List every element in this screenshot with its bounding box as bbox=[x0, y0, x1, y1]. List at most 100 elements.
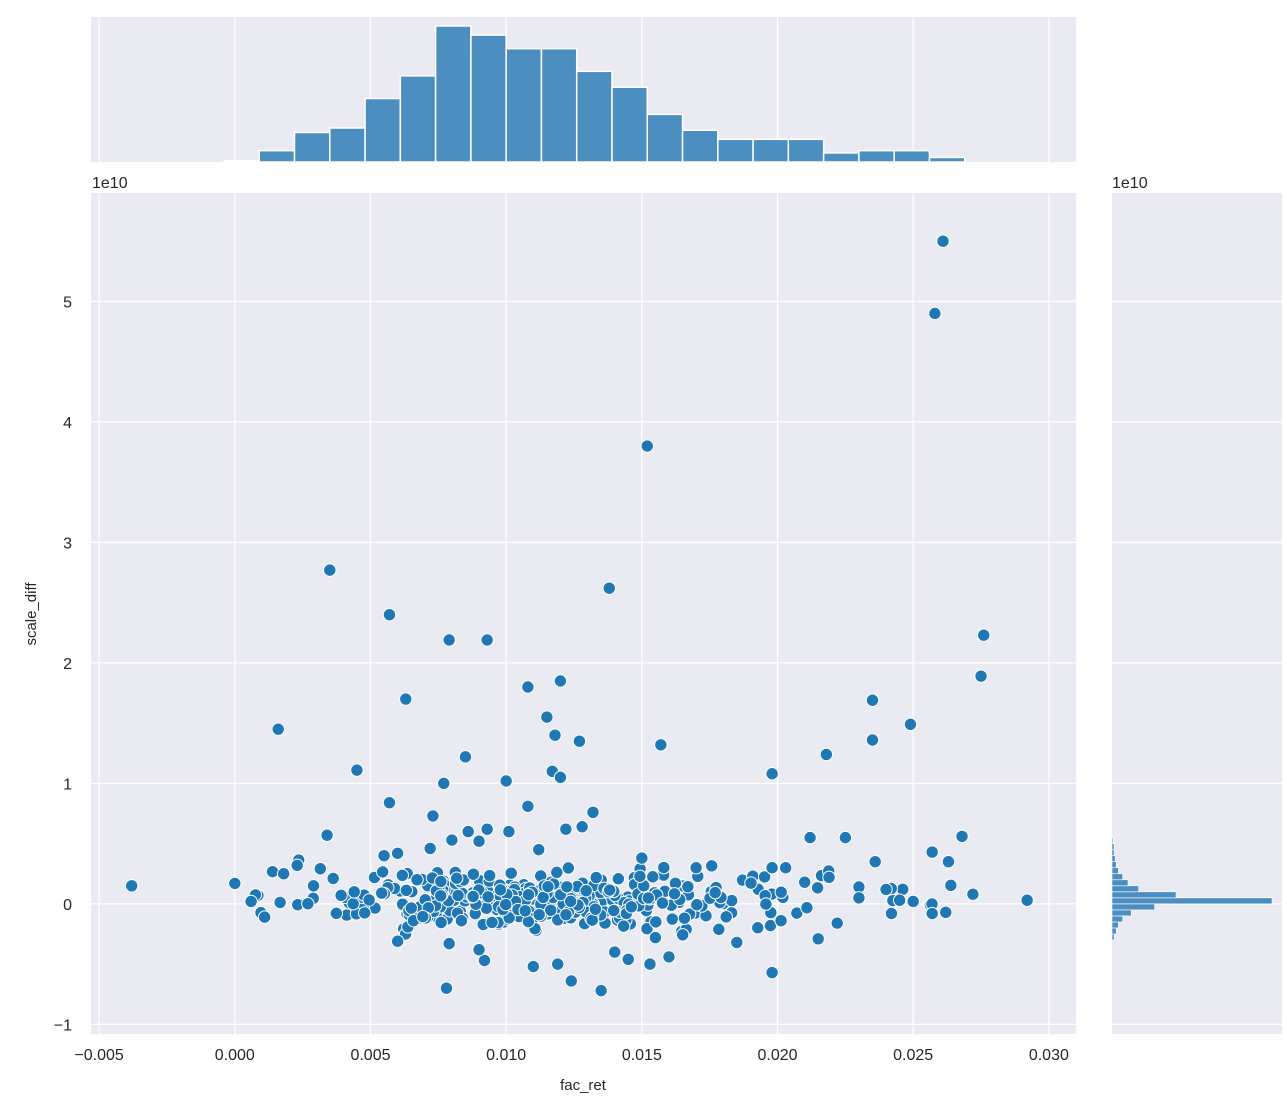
scatter-point bbox=[966, 887, 980, 901]
top-histogram-bar bbox=[540, 47, 578, 163]
scatter-point bbox=[326, 871, 340, 886]
scatter-point bbox=[624, 900, 639, 914]
scatter-point bbox=[544, 903, 558, 917]
right-histogram-bar bbox=[1111, 909, 1132, 917]
scatter-point bbox=[955, 829, 969, 844]
scatter-point bbox=[765, 767, 779, 781]
y-tick-labels: −1 0 1 2 3 4 5 bbox=[54, 294, 72, 1034]
scatter-point bbox=[357, 906, 372, 920]
scatter-point bbox=[548, 728, 562, 742]
scatter-point bbox=[553, 674, 568, 688]
scatter-point bbox=[347, 885, 361, 899]
scatter-point bbox=[677, 911, 692, 925]
scatter-point bbox=[551, 957, 565, 971]
scatter-point bbox=[607, 903, 621, 918]
scatter-point bbox=[482, 868, 497, 883]
scatter-point bbox=[445, 833, 459, 847]
right-histogram-bar bbox=[1111, 843, 1115, 850]
top-histogram-bar bbox=[505, 47, 543, 163]
scatter-point bbox=[410, 872, 424, 887]
top-histogram-bar bbox=[399, 75, 437, 163]
scatter-point bbox=[399, 883, 414, 897]
top-histogram-bar bbox=[858, 149, 895, 163]
scatter-point bbox=[822, 870, 836, 885]
scatter-point bbox=[481, 890, 495, 904]
scatter-point bbox=[521, 888, 536, 902]
top-histogram-bar bbox=[646, 113, 684, 163]
scatter-point bbox=[320, 828, 334, 842]
scatter-point bbox=[451, 888, 465, 903]
y-offset-label: 1e10 bbox=[92, 175, 128, 192]
x-tick-label: −0.005 bbox=[74, 1047, 123, 1064]
scatter-point bbox=[559, 907, 573, 922]
scatter-point bbox=[640, 439, 654, 453]
scatter-point bbox=[563, 894, 578, 909]
scatter-point bbox=[313, 862, 328, 876]
scatter-point bbox=[928, 306, 942, 321]
right-histogram-bar bbox=[1111, 897, 1273, 905]
scatter-point bbox=[774, 913, 788, 928]
scatter-point bbox=[616, 919, 631, 933]
scatter-point bbox=[586, 805, 600, 820]
x-tick-label: 0.010 bbox=[486, 1047, 526, 1064]
scatter-point bbox=[125, 879, 139, 893]
scatter-point bbox=[499, 774, 513, 788]
scatter-point bbox=[811, 932, 825, 946]
scatter-point bbox=[301, 897, 315, 911]
scatter-point bbox=[941, 855, 956, 869]
x-axis-label: fac_ret bbox=[560, 1077, 607, 1094]
scatter-point bbox=[690, 898, 704, 912]
right-histogram-bars bbox=[1111, 837, 1273, 941]
scatter-point bbox=[654, 738, 668, 752]
y-tick-label: 5 bbox=[63, 294, 72, 311]
scatter-point bbox=[244, 894, 258, 909]
scatter-point bbox=[572, 734, 587, 748]
top-histogram-bar bbox=[329, 127, 366, 163]
top-histogram-bar bbox=[787, 138, 825, 163]
scatter-point bbox=[399, 692, 413, 706]
scatter-point bbox=[472, 834, 486, 848]
scatter-point bbox=[434, 915, 448, 930]
scatter-point bbox=[852, 891, 866, 905]
x-tick-labels: −0.005 0.000 0.005 0.010 0.015 0.020 0.025 0.03… bbox=[74, 1047, 1069, 1064]
scatter-point bbox=[257, 910, 272, 924]
scatter-point bbox=[276, 867, 291, 881]
scatter-point bbox=[466, 889, 480, 904]
scatter-point bbox=[744, 876, 758, 890]
scatter-point bbox=[757, 870, 772, 884]
scatter-point bbox=[532, 842, 546, 857]
top-histogram-bar bbox=[822, 152, 860, 163]
scatter-point bbox=[803, 830, 817, 845]
scatter-point bbox=[646, 870, 660, 884]
scatter-point bbox=[603, 883, 617, 897]
scatter-point bbox=[550, 865, 564, 880]
scatter-point bbox=[449, 871, 464, 885]
top-histogram-bar bbox=[258, 149, 296, 163]
y-tick-label: 2 bbox=[63, 656, 72, 673]
right-histogram-bar bbox=[1111, 855, 1116, 863]
scatter-point bbox=[382, 795, 397, 810]
scatter-point bbox=[480, 633, 494, 647]
scatter-point bbox=[271, 722, 285, 736]
scatter-point bbox=[228, 876, 242, 891]
right-histogram-bar bbox=[1111, 921, 1119, 929]
right-offset-label: 1e10 bbox=[1112, 175, 1148, 192]
scatter-point bbox=[648, 930, 663, 945]
scatter-point bbox=[442, 936, 456, 951]
scatter-point bbox=[641, 891, 656, 905]
y-tick-label: 4 bbox=[63, 415, 72, 432]
scatter-point bbox=[589, 870, 603, 885]
scatter-point bbox=[329, 906, 344, 921]
scatter-point bbox=[936, 234, 950, 248]
scatter-point bbox=[472, 942, 486, 957]
scatter-point bbox=[662, 950, 676, 964]
scatter-point bbox=[925, 906, 939, 921]
scatter-point bbox=[540, 710, 554, 724]
scatter-point bbox=[765, 861, 779, 875]
scatter-point bbox=[778, 861, 793, 875]
scatter-point bbox=[675, 928, 690, 942]
top-histogram-bar bbox=[717, 138, 754, 163]
scatter-points bbox=[125, 234, 1034, 998]
scatter-point bbox=[480, 822, 494, 836]
